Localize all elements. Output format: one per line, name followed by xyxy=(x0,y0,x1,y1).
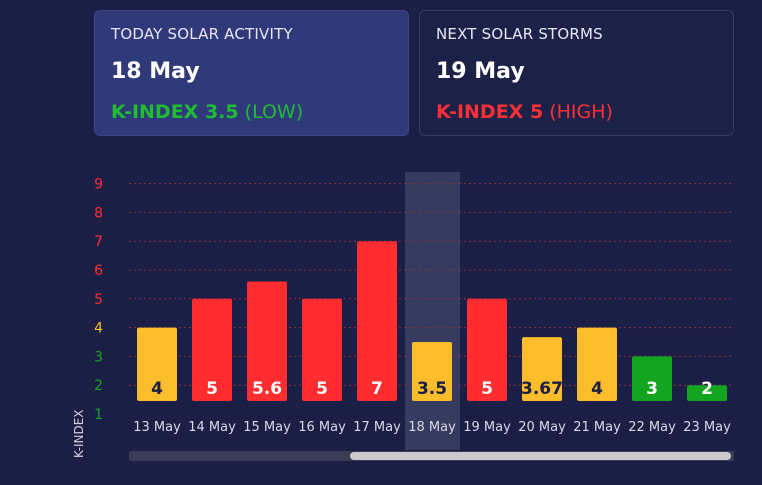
x-tick-label: 21 May xyxy=(573,420,621,435)
bar-value-label: 3.5 xyxy=(417,379,447,399)
bar-value-label: 5 xyxy=(481,379,493,399)
chart-scrollbar[interactable] xyxy=(129,451,734,461)
today-activity-label: TODAY SOLAR ACTIVITY xyxy=(111,25,293,43)
x-tick-label: 15 May xyxy=(243,420,291,435)
bar xyxy=(247,281,287,401)
x-tick-label: 17 May xyxy=(353,420,401,435)
bar xyxy=(412,342,452,401)
bar-value-label: 3 xyxy=(646,379,658,399)
x-tick-label: 19 May xyxy=(463,420,511,435)
highlight-column xyxy=(405,172,460,450)
today-activity-card: TODAY SOLAR ACTIVITY 18 May K-INDEX 3.5 … xyxy=(94,10,409,136)
y-tick-label: 3 xyxy=(94,349,103,365)
y-tick-label: 5 xyxy=(94,292,103,308)
bar-value-label: 4 xyxy=(151,379,163,399)
bar-value-label: 3.67 xyxy=(521,379,563,399)
bar-value-label: 5 xyxy=(206,379,218,399)
x-tick-label: 13 May xyxy=(133,420,181,435)
next-storms-date: 19 May xyxy=(436,59,525,84)
y-tick-label: 1 xyxy=(94,407,103,423)
x-tick-label: 23 May xyxy=(683,420,731,435)
y-tick-label: 7 xyxy=(94,234,103,250)
next-storms-label: NEXT SOLAR STORMS xyxy=(436,25,603,43)
x-tick-label: 14 May xyxy=(188,420,236,435)
next-k-index-level: (HIGH) xyxy=(549,101,613,123)
y-tick-label: 2 xyxy=(94,378,103,394)
bar xyxy=(192,298,232,401)
y-tick-label: 4 xyxy=(94,321,103,337)
bar-value-label: 2 xyxy=(701,379,713,399)
today-activity-date: 18 May xyxy=(111,59,200,84)
bar-value-label: 4 xyxy=(591,379,603,399)
today-k-index-level: (LOW) xyxy=(244,101,304,123)
today-k-index: K-INDEX 3.5 (LOW) xyxy=(111,101,303,123)
bar xyxy=(577,327,617,401)
chart-scrollbar-thumb[interactable] xyxy=(350,452,731,460)
next-k-index-value: K-INDEX 5 xyxy=(436,101,544,123)
y-tick-label: 6 xyxy=(94,263,103,279)
y-tick-label: 8 xyxy=(94,205,103,221)
x-tick-label: 20 May xyxy=(518,420,566,435)
x-tick-label: 22 May xyxy=(628,420,676,435)
bar xyxy=(357,241,397,401)
bar xyxy=(302,298,342,401)
next-k-index: K-INDEX 5 (HIGH) xyxy=(436,101,613,123)
y-axis-title: K-INDEX xyxy=(72,409,86,459)
bar xyxy=(522,337,562,401)
bar xyxy=(687,385,727,401)
x-tick-label: 18 May xyxy=(408,420,456,435)
bar-value-label: 5.6 xyxy=(252,379,282,399)
bar-value-label: 5 xyxy=(316,379,328,399)
x-tick-label: 16 May xyxy=(298,420,346,435)
today-k-index-value: K-INDEX 3.5 xyxy=(111,101,239,123)
bar xyxy=(467,298,507,401)
y-tick-label: 9 xyxy=(94,177,103,193)
bar xyxy=(137,327,177,401)
next-storms-card: NEXT SOLAR STORMS 19 May K-INDEX 5 (HIGH… xyxy=(419,10,734,136)
bar xyxy=(632,356,672,401)
bar-value-label: 7 xyxy=(371,379,383,399)
